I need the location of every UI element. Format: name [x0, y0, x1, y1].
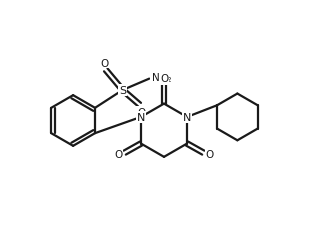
Text: N: N	[137, 112, 145, 122]
Text: O: O	[206, 150, 214, 160]
Text: S: S	[119, 86, 126, 95]
Text: O: O	[114, 150, 122, 160]
Text: N: N	[183, 112, 191, 122]
Text: O: O	[137, 107, 145, 117]
Text: O: O	[100, 58, 108, 68]
Text: NH$_2$: NH$_2$	[151, 71, 172, 85]
Text: O: O	[160, 74, 168, 84]
